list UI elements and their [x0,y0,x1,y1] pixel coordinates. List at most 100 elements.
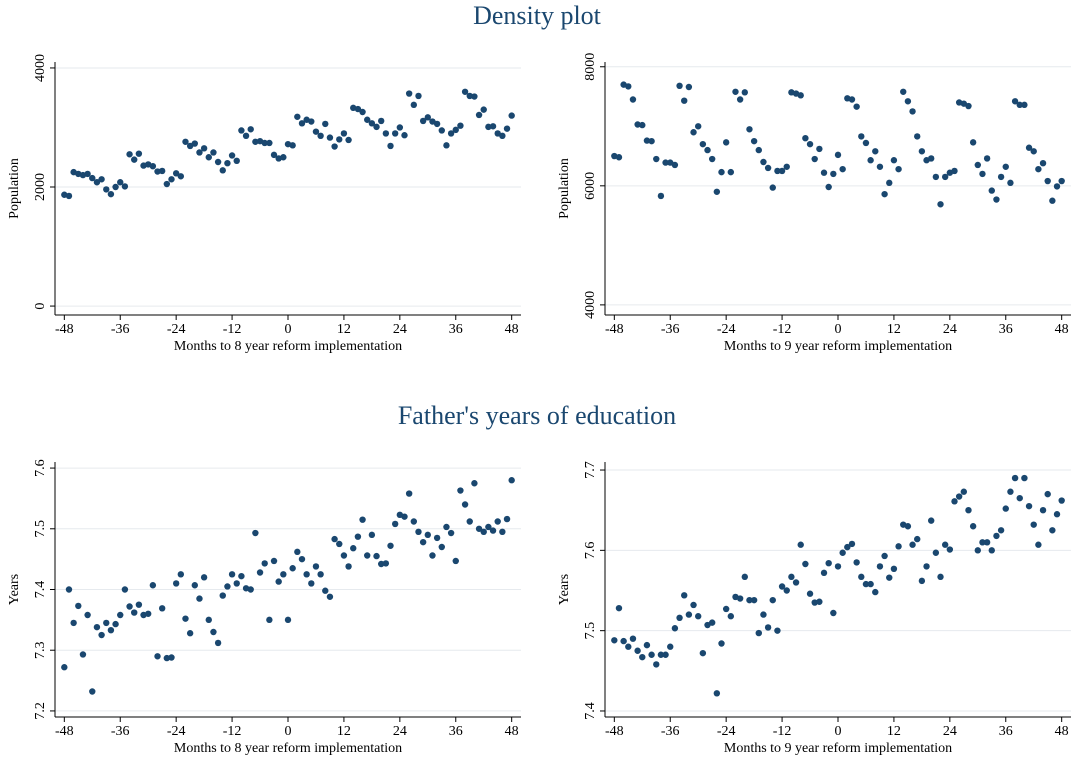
point [1011,98,1019,105]
x-axis-label: Months to 8 year reform implementation [174,741,402,756]
point [816,145,823,153]
y-tick-label: 0 [33,303,48,310]
x-tick-label: 0 [835,322,842,337]
x-tick-label: -36 [661,724,680,739]
point [1058,497,1065,504]
x-tick-label: -24 [167,724,186,739]
point [443,523,450,531]
point [89,688,96,695]
point [1049,197,1056,204]
point [988,547,995,554]
point [326,134,334,141]
point [955,493,963,500]
point [228,571,236,578]
point [266,139,273,147]
point [489,123,497,130]
point [732,88,739,95]
point [457,122,464,129]
x-tick-label: 36 [449,322,463,337]
point [475,525,483,532]
point [965,102,972,110]
point [368,120,376,127]
x-tick-label: 24 [393,322,407,337]
point [466,92,473,100]
point [326,593,334,600]
y-tick-label: 7.7 [583,461,598,479]
point [191,140,198,147]
x-tick-label: 12 [337,322,351,337]
point [121,183,129,190]
point [322,120,329,128]
point [932,549,940,556]
point [438,543,445,551]
point [639,121,646,129]
point [65,586,73,593]
point [941,541,949,548]
point [233,157,240,165]
point [298,120,306,127]
point [485,523,492,531]
point [974,161,981,169]
point [294,113,301,120]
point [489,527,497,534]
y-tick-label: 7.4 [583,702,598,720]
point [681,97,688,104]
point [447,529,455,537]
x-tick-label: -24 [717,322,736,337]
point [969,523,977,530]
point [676,614,683,622]
point [270,557,278,565]
point [923,563,930,570]
point [340,552,348,559]
x-tick-label: 24 [943,322,957,337]
point [844,543,851,551]
point [802,560,809,568]
point [345,136,352,144]
point [699,140,707,148]
x-tick-label: 48 [505,322,519,337]
point [163,654,171,662]
point [266,616,273,624]
y-tick-label: 4000 [33,54,48,82]
y-tick-label: 7.5 [583,622,598,640]
point [443,142,450,149]
point [401,132,408,139]
point [1011,474,1019,482]
point [918,148,926,155]
point [1035,541,1042,548]
point [690,601,697,609]
point [219,592,226,599]
point [308,580,315,587]
x-tick-label: -12 [773,322,792,337]
point [718,640,725,647]
point [708,619,716,626]
point [839,165,846,173]
point [904,98,912,105]
point [135,601,143,608]
point [70,619,77,627]
point [639,653,646,661]
x-tick-label: 12 [887,724,901,739]
point [839,549,846,556]
point [336,136,343,143]
point [788,573,795,581]
point [629,635,637,642]
x-tick-label: -12 [223,724,242,739]
y-tick-label: 8000 [583,53,598,81]
point [848,96,856,103]
point [168,654,175,661]
point [708,155,716,163]
point [858,133,865,140]
point [820,569,828,577]
point [722,139,730,146]
point [643,137,651,144]
point [387,142,394,150]
point [457,487,464,494]
point [881,552,888,560]
point [378,117,385,125]
point [158,167,166,175]
point [284,616,292,624]
point [997,527,1005,534]
point [1016,494,1023,502]
point [853,559,860,566]
